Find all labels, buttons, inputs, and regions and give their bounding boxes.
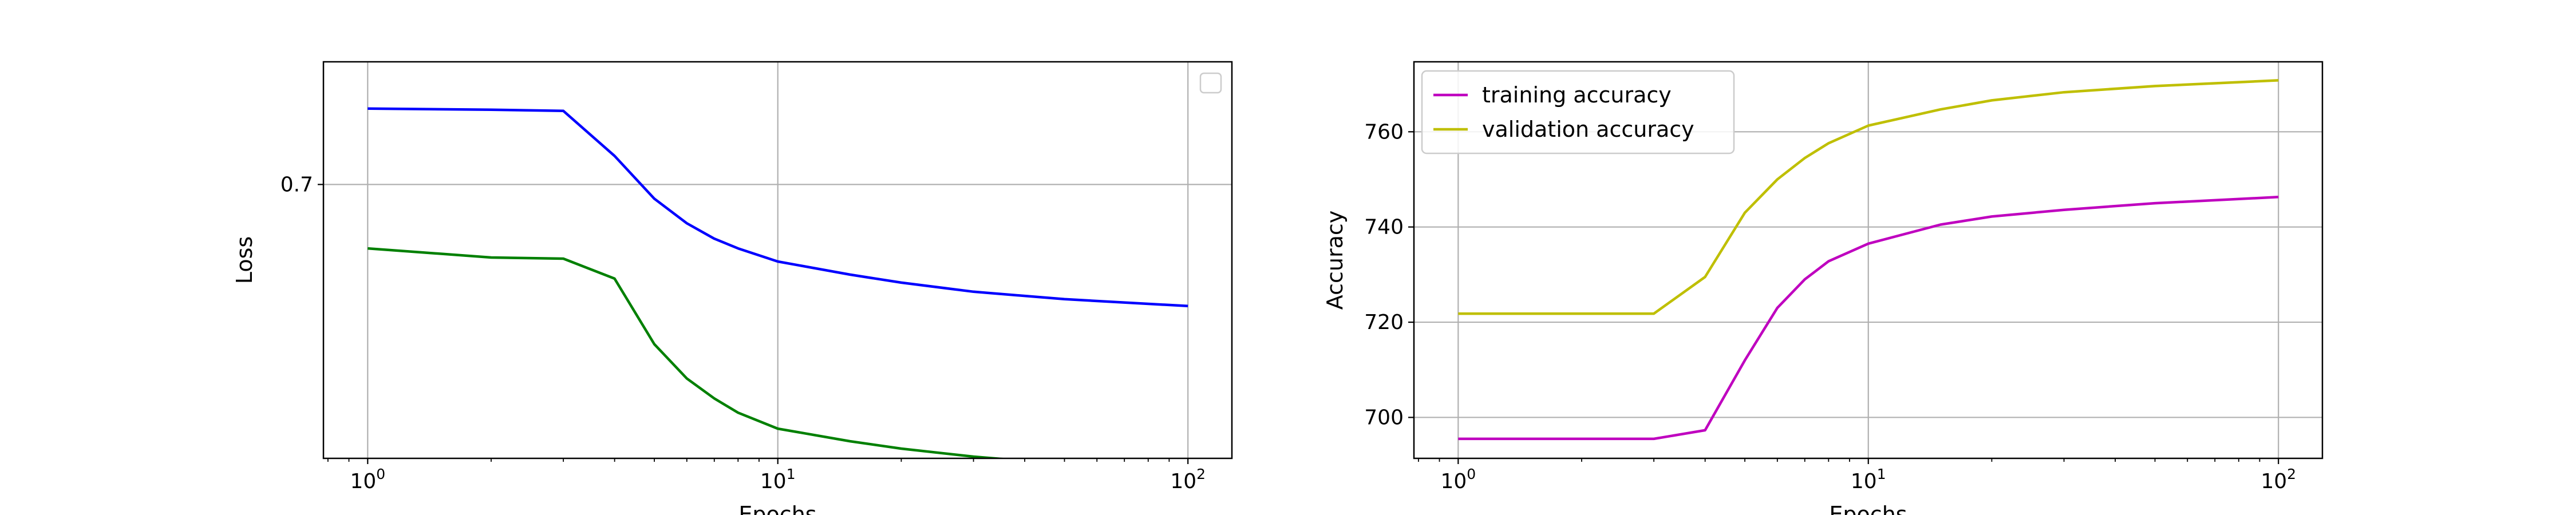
x-tick-exponent: 2 [2287,466,2296,482]
y-tick-label: 720 [1364,311,1404,334]
series-line-1 [368,107,1188,308]
legend-entry-label: training accuracy [1482,82,1672,108]
y-tick-label: 740 [1364,216,1404,239]
chart-2: 100 101 102700720740760EpochsAccuracytrain… [1322,61,2324,515]
y-axis-label: Accuracy [1322,211,1348,310]
legend-entry-label: validation accuracy [1482,117,1694,142]
x-tick-exponent: 0 [376,466,385,482]
legend-box [1421,70,1735,154]
series-line-validation-accuracy [1458,79,2279,315]
x-axis-label: Epochs [738,502,816,515]
x-axis-label: Epochs [1829,502,1907,515]
x-tick-exponent: 2 [1196,466,1206,482]
series-line-training-accuracy [1458,196,2279,441]
y-tick-label: 760 [1364,120,1404,144]
y-tick-label: 0.7 [280,173,313,196]
y-axis-label: Loss [232,236,257,284]
x-tick-exponent: 1 [787,466,796,482]
y-tick-label: 700 [1364,406,1404,429]
legend-box-empty [1199,72,1222,94]
x-tick-exponent: 0 [1467,466,1476,482]
x-tick-exponent: 1 [1877,466,1886,482]
x-tick-label: 102 [1170,466,1206,493]
series-line-2 [368,247,1010,458]
